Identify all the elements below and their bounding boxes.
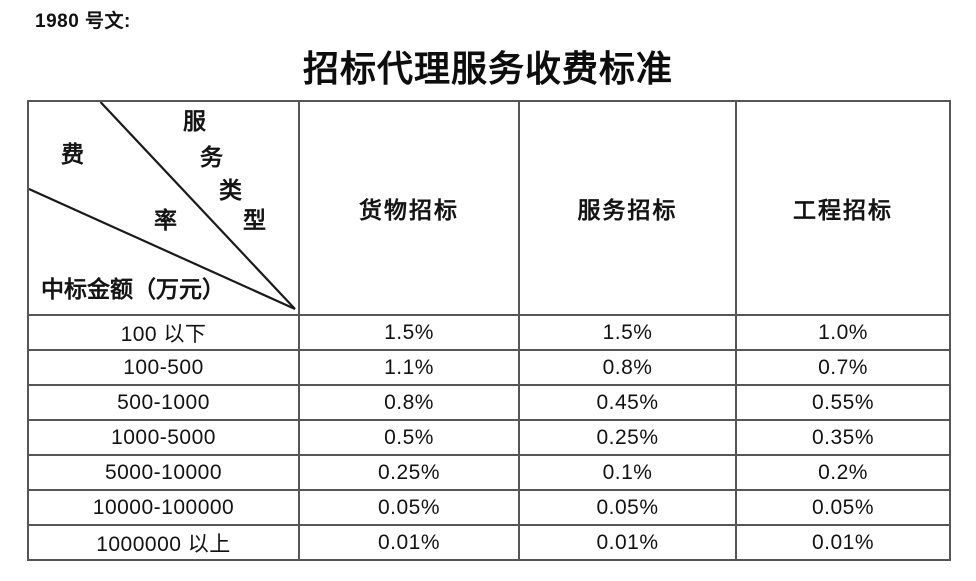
amount-range-cell: 1000-5000 bbox=[27, 419, 300, 456]
rate-cell: 0.1% bbox=[518, 454, 737, 491]
rate-cell: 1.5% bbox=[298, 314, 520, 351]
diagonal-line-lower bbox=[29, 187, 296, 311]
rate-cell: 0.01% bbox=[518, 524, 737, 561]
rate-cell: 0.05% bbox=[735, 489, 951, 526]
corner-label-service-type-char-3: 类 bbox=[219, 178, 242, 203]
table-row: 500-1000 0.8% 0.45% 0.55% bbox=[27, 384, 951, 421]
corner-label-bid-amount: 中标金额（万元） bbox=[41, 277, 225, 302]
column-header-works-bidding: 工程招标 bbox=[735, 100, 951, 316]
rate-cell: 1.1% bbox=[298, 349, 520, 386]
column-header-services-bidding: 服务招标 bbox=[518, 100, 737, 316]
rate-cell: 1.5% bbox=[518, 314, 737, 351]
diagonal-lines bbox=[29, 102, 296, 311]
rate-cell: 0.8% bbox=[518, 349, 737, 386]
rate-cell: 0.45% bbox=[518, 384, 737, 421]
corner-label-service-type-char-4: 型 bbox=[243, 208, 266, 233]
rate-cell: 0.25% bbox=[518, 419, 737, 456]
table-row: 100-500 1.1% 0.8% 0.7% bbox=[27, 349, 951, 386]
amount-range-cell: 100 以下 bbox=[27, 314, 300, 351]
rate-cell: 0.35% bbox=[735, 419, 951, 456]
rate-cell: 0.01% bbox=[298, 524, 520, 561]
corner-label-fee-rate-char-1: 费 bbox=[61, 142, 84, 167]
table-row: 100 以下 1.5% 1.5% 1.0% bbox=[27, 314, 951, 351]
rate-cell: 1.0% bbox=[735, 314, 951, 351]
rate-cell: 0.5% bbox=[298, 419, 520, 456]
page-title: 招标代理服务收费标准 bbox=[302, 49, 673, 89]
rate-cell: 0.05% bbox=[518, 489, 737, 526]
diagonal-corner-content: 服 务 类 型 费 率 中标金额（万元） bbox=[29, 102, 298, 314]
corner-label-service-type-char-2: 务 bbox=[200, 145, 223, 170]
rate-cell: 0.01% bbox=[735, 524, 951, 561]
rate-cell: 0.05% bbox=[298, 489, 520, 526]
header-row: 服 务 类 型 费 率 中标金额（万元） 货物招标 服务招标 工程招标 bbox=[27, 100, 951, 316]
rate-cell: 0.55% bbox=[735, 384, 951, 421]
rate-cell: 0.25% bbox=[298, 454, 520, 491]
table-row: 1000-5000 0.5% 0.25% 0.35% bbox=[27, 419, 951, 456]
corner-label-service-type-char-1: 服 bbox=[183, 109, 206, 134]
column-header-goods-bidding: 货物招标 bbox=[298, 100, 520, 316]
doc-reference-number: 1980 号文: bbox=[35, 11, 131, 32]
amount-range-cell: 10000-100000 bbox=[27, 489, 300, 526]
amount-range-cell: 100-500 bbox=[27, 349, 300, 386]
fee-standard-table: 服 务 类 型 费 率 中标金额（万元） 货物招标 服务招标 工程招标 100 … bbox=[27, 100, 951, 561]
amount-range-cell: 5000-10000 bbox=[27, 454, 300, 491]
table-row: 10000-100000 0.05% 0.05% 0.05% bbox=[27, 489, 951, 526]
rate-cell: 0.8% bbox=[298, 384, 520, 421]
table-row: 1000000 以上 0.01% 0.01% 0.01% bbox=[27, 524, 951, 561]
diagonal-line-upper bbox=[99, 102, 296, 310]
rate-cell: 0.2% bbox=[735, 454, 951, 491]
corner-label-fee-rate-char-2: 率 bbox=[154, 208, 177, 233]
amount-range-cell: 500-1000 bbox=[27, 384, 300, 421]
amount-range-cell: 1000000 以上 bbox=[27, 524, 300, 561]
table-row: 5000-10000 0.25% 0.1% 0.2% bbox=[27, 454, 951, 491]
rate-cell: 0.7% bbox=[735, 349, 951, 386]
diagonal-corner-cell: 服 务 类 型 费 率 中标金额（万元） bbox=[27, 100, 300, 316]
